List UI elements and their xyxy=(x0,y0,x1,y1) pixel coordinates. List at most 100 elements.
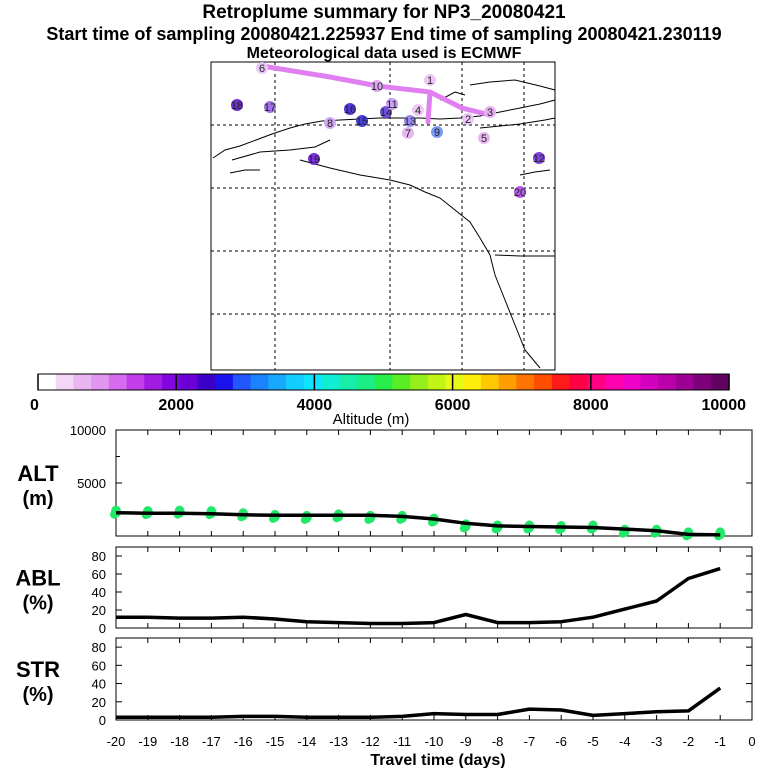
map-marker-label-4: 4 xyxy=(415,105,421,117)
colorbar-swatch xyxy=(711,374,730,390)
y-tick-label: 60 xyxy=(92,658,106,673)
map-marker-20 xyxy=(514,186,526,198)
y-tick-label: 0 xyxy=(99,713,106,728)
colorbar-swatch xyxy=(179,374,199,390)
x-axis-label: Travel time (days) xyxy=(370,752,505,768)
colorbar-swatch xyxy=(162,374,181,390)
colorbar-swatch xyxy=(303,374,323,390)
y-tick-label: 10000 xyxy=(70,423,106,438)
x-tick-label: -16 xyxy=(234,734,253,749)
map-marker-label-2: 2 xyxy=(465,114,471,126)
colorbar-tick-label: 0 xyxy=(30,397,39,414)
map-marker-label-18: 18 xyxy=(231,100,243,112)
time-series-panels: 100005000ALT(m)806040200ABL(%)806040200S… xyxy=(15,423,755,768)
map-marker-2 xyxy=(462,113,474,125)
y-tick-label: 80 xyxy=(92,640,106,655)
alt-point xyxy=(110,510,118,519)
map-marker-15 xyxy=(356,115,368,127)
colorbar-swatch xyxy=(268,374,287,390)
map-marker-label-1: 1 xyxy=(427,75,433,87)
map-marker-label-14: 14 xyxy=(380,107,392,119)
map-marker-label-15: 15 xyxy=(356,116,368,128)
colorbar-swatch xyxy=(480,374,500,390)
colorbar-swatch xyxy=(286,374,305,390)
panel-frame-str xyxy=(115,637,753,721)
sampling-time-subtitle: Start time of sampling 20080421.225937 E… xyxy=(46,24,722,44)
map-marker-19 xyxy=(308,153,320,165)
y-tick-label: 80 xyxy=(92,549,106,564)
colorbar-tick-label: 2000 xyxy=(158,397,194,414)
series-line-abl xyxy=(116,566,721,626)
colorbar-swatch xyxy=(410,374,429,390)
alt-point xyxy=(364,515,373,524)
x-tick-label: -5 xyxy=(587,734,599,749)
map-marker-label-5: 5 xyxy=(481,133,487,145)
x-tick-label: -4 xyxy=(619,734,631,749)
colorbar-swatch xyxy=(321,374,340,390)
x-tick-label: 0 xyxy=(748,734,755,749)
chart-title: Retroplume summary for NP3_20080421 xyxy=(202,2,566,23)
y-tick-label: 20 xyxy=(92,695,106,710)
alt-point xyxy=(300,515,309,524)
coastline xyxy=(212,79,556,369)
colorbar-swatch xyxy=(55,374,75,390)
map-marker-5 xyxy=(478,132,490,144)
map-marker-6 xyxy=(256,62,268,74)
panel-unit-str: (%) xyxy=(22,684,53,706)
colorbar-swatch xyxy=(445,374,464,390)
alt-point xyxy=(459,524,468,533)
map-marker-label-8: 8 xyxy=(327,118,333,130)
colorbar-label: Altitude (m) xyxy=(333,411,410,428)
map-marker-16 xyxy=(344,103,356,115)
x-tick-label: -8 xyxy=(492,734,504,749)
panel-label-str: STR xyxy=(16,657,60,682)
map-marker-label-10: 10 xyxy=(371,81,383,93)
map-marker-label-3: 3 xyxy=(487,107,493,119)
colorbar-swatch xyxy=(463,374,482,390)
series-line-str xyxy=(116,686,722,720)
x-tick-label: -18 xyxy=(170,734,189,749)
colorbar-swatch xyxy=(356,374,376,390)
map-marker-12 xyxy=(533,152,545,164)
map-marker-10 xyxy=(371,80,383,92)
map-marker-label-19: 19 xyxy=(308,154,320,166)
colorbar-swatch xyxy=(38,374,57,390)
colorbar-swatch xyxy=(658,374,677,390)
panel-label-alt: ALT xyxy=(17,461,59,486)
x-tick-label: -1 xyxy=(714,734,726,749)
colorbar-swatch xyxy=(144,374,163,390)
colorbar-swatch xyxy=(339,374,358,390)
colorbar-swatch xyxy=(250,374,269,390)
map-marker-label-13: 13 xyxy=(404,116,416,128)
colorbar-swatch xyxy=(108,374,128,390)
map-marker-3 xyxy=(484,106,496,118)
x-tick-label: -15 xyxy=(266,734,285,749)
map-marker-13 xyxy=(404,115,416,127)
panel-frame-abl xyxy=(115,546,753,629)
map-marker-label-12: 12 xyxy=(533,153,545,165)
x-tick-label: -20 xyxy=(107,734,126,749)
map-marker-1 xyxy=(424,74,436,86)
colorbar-swatch xyxy=(675,374,695,390)
colorbar-tick-label: 4000 xyxy=(297,397,333,414)
colorbar-swatch xyxy=(604,374,624,390)
altitude-colorbar: 0 2000 4000 6000 8000 10000 xyxy=(30,373,746,414)
colorbar-swatch xyxy=(498,374,517,390)
alt-point xyxy=(618,529,627,538)
x-tick-label: -17 xyxy=(202,734,221,749)
x-tick-label: -6 xyxy=(555,734,567,749)
colorbar-swatch xyxy=(215,374,234,390)
colorbar-swatch xyxy=(126,374,145,390)
colorbar-swatch xyxy=(569,374,588,390)
colorbar-swatch xyxy=(374,374,393,390)
x-tick-label: -3 xyxy=(651,734,663,749)
colorbar-tick-label: 8000 xyxy=(573,397,609,414)
colorbar-swatch xyxy=(392,374,411,390)
map-marker-label-16: 16 xyxy=(344,104,356,116)
y-tick-label: 20 xyxy=(92,603,106,618)
map-marker-label-20: 20 xyxy=(514,187,526,199)
x-tick-label: -13 xyxy=(329,734,348,749)
map-marker-label-9: 9 xyxy=(434,127,440,139)
